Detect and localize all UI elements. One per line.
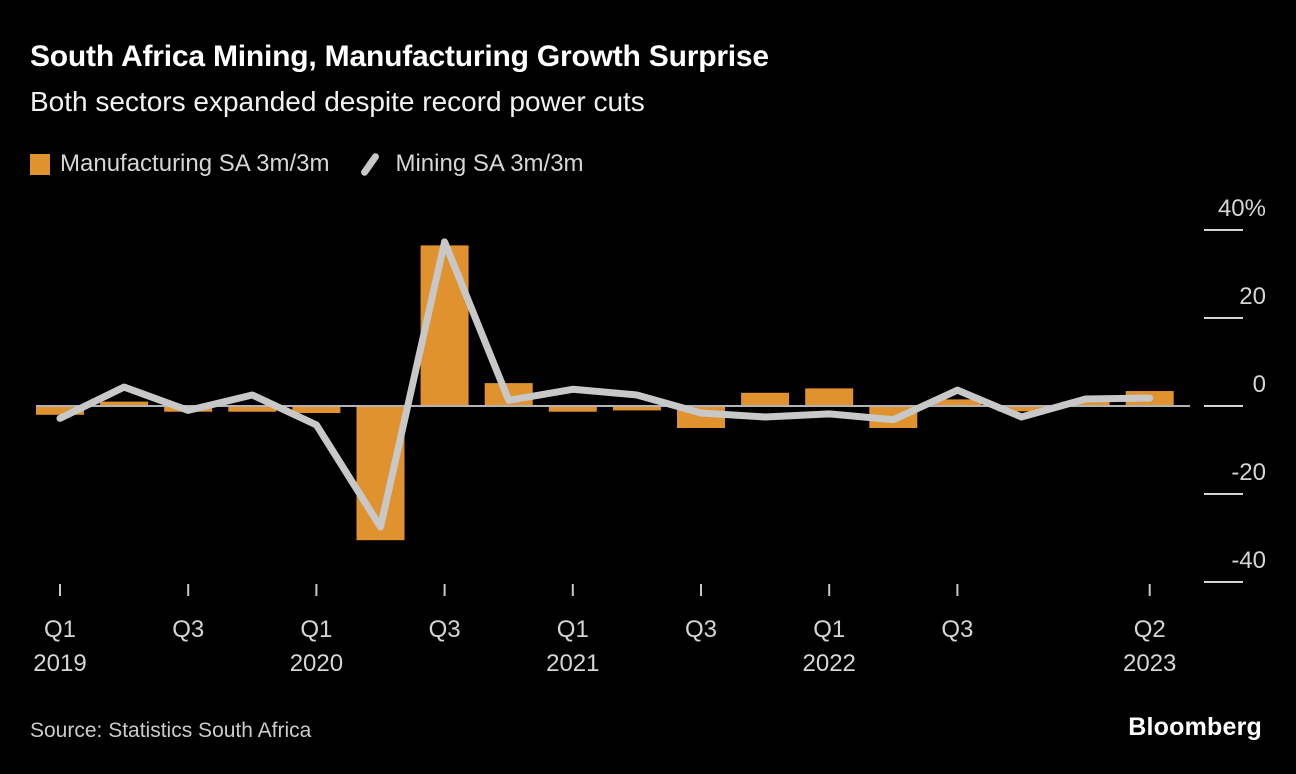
x-tick-mark-10 [700,584,702,596]
y-tick-label--20: -20 [1231,459,1266,486]
y-tick-mark-0 [1204,405,1243,407]
y-tick-label-0: 0 [1253,371,1266,398]
legend-item-mining: Mining SA 3m/3m [355,150,584,178]
x-tick-label-q1-2022: Q1 [813,616,845,643]
bar-q1-2021 [548,406,597,412]
x-tick-mark-14 [956,584,959,596]
y-tick-label-20: 20 [1239,283,1266,310]
bar-q4-2021 [741,392,790,406]
x-tick-label-q2-2023: Q2 [1134,616,1166,643]
x-tick-label-q3-2019: Q3 [172,616,204,643]
x-tick-mark-2 [187,584,190,596]
x-tick-mark-17 [1148,584,1151,596]
y-tick-mark-40 [1204,229,1243,231]
x-year-label-2019: 2019 [33,650,86,677]
bar-q4-2019 [228,406,277,412]
bar-q4-2022 [997,406,1046,412]
x-tick-mark-0 [59,584,61,596]
zero-axis-line [36,405,1190,407]
x-year-label-2023: 2023 [1123,650,1176,677]
bloomberg-logo: Bloomberg [1128,713,1262,741]
y-tick-mark--40 [1204,581,1243,583]
bar-q1-2019 [36,406,84,415]
x-tick-mark-6 [443,584,446,596]
x-tick-label-q1-2021: Q1 [557,616,589,643]
bar-q1-2020 [292,406,341,414]
chart-subtitle: Both sectors expanded despite record pow… [30,86,645,117]
y-tick-label--40: -40 [1231,547,1266,574]
legend: Manufacturing SA 3m/3m Mining SA 3m/3m [30,150,584,178]
x-year-label-2020: 2020 [290,650,343,677]
legend-label-manufacturing: Manufacturing SA 3m/3m [60,150,330,177]
x-tick-mark-4 [315,584,318,596]
x-tick-label-q1-2020: Q1 [300,616,332,643]
bar-q1-2022 [805,388,854,406]
source-note: Source: Statistics South Africa [30,719,312,742]
legend-label-mining: Mining SA 3m/3m [395,150,584,177]
y-tick-label-40: 40% [1218,195,1266,222]
bar-q1-2023 [1061,401,1110,406]
y-tick-mark-20 [1204,317,1243,319]
chart-title: South Africa Mining, Manufacturing Growt… [30,40,769,73]
mining-line-series [56,238,1154,531]
x-year-label-2022: 2022 [803,650,856,677]
x-tick-label-q3-2022: Q3 [941,616,973,643]
x-tick-label-q1-2019: Q1 [44,616,76,643]
bar-q2-2021 [612,406,661,411]
x-tick-mark-8 [571,584,574,596]
x-tick-mark-12 [828,584,831,596]
bar-q2-2019 [100,401,149,406]
x-year-label-2021: 2021 [546,650,599,677]
legend-item-manufacturing: Manufacturing SA 3m/3m [30,150,329,178]
bar-q3-2022 [933,399,982,406]
y-tick-mark--20 [1204,493,1243,495]
bar-swatch-icon [30,153,50,175]
x-tick-label-q3-2021: Q3 [685,616,717,643]
x-tick-label-q3-2020: Q3 [429,616,461,643]
